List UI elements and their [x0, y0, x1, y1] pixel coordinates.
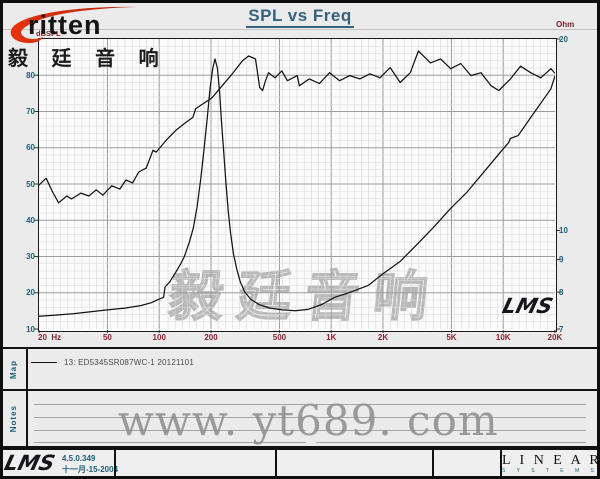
footer-linearx-cell: L I N E A RX S Y S T E M S — [500, 450, 600, 476]
x-tick-label: 20 Hz — [38, 333, 62, 342]
footer-date-cell: Nov 1, 2012 Thr 2:10 pm — [432, 450, 500, 479]
lms-logo: LMS — [2, 451, 58, 475]
notes-ruled-line — [316, 417, 586, 418]
x-tick-label: 200 — [204, 333, 218, 342]
map-panel-label: Map — [8, 359, 18, 379]
x-tick-label: 2K — [377, 333, 389, 342]
page-title: SPL vs Freq — [0, 6, 600, 28]
brand-name-chinese: 毅 廷 音 响 — [8, 48, 168, 70]
x-tick-label: 20K — [547, 333, 563, 342]
footer-project-cell: Project: File: ED5345SR087WC-1.lib — [275, 450, 432, 479]
y-left-tick-label: 40 — [26, 215, 35, 225]
version-info: 4.5.0.349 十一月-15-2004 — [62, 453, 118, 475]
status-bar: LMS 4.5.0.349 十一月-15-2004 Person: Compan… — [0, 448, 600, 479]
notes-ruled-line — [316, 442, 586, 443]
legend-item: 13: ED5345SR087WC-1 20121101 — [31, 358, 194, 367]
map-panel: Map 13: ED5345SR087WC-1 20121101 — [0, 347, 600, 391]
legend-line-swatch — [31, 362, 57, 363]
y-left-tick-label: 60 — [26, 143, 35, 153]
x-tick-label: 10K — [495, 333, 511, 342]
notes-ruled-line — [34, 442, 306, 443]
notes-ruled-line — [316, 430, 586, 431]
notes-ruled-line — [34, 417, 306, 418]
logo-swoosh-icon — [10, 6, 137, 44]
notes-panel-label: Notes — [8, 404, 18, 433]
footer-person-cell: Person: Company: — [114, 450, 275, 479]
date-text: Nov 1, 2012 — [434, 475, 500, 479]
y-left-tick-label: 50 — [26, 179, 35, 189]
chart-watermark: 毅廷音响 — [166, 266, 446, 328]
y-right-tick-label: 10 — [559, 225, 568, 235]
y-left-axis-label: dBSPL — [36, 29, 61, 38]
project-label: Project: — [277, 475, 432, 479]
x-tick-label: 1K — [326, 333, 337, 342]
lms-signature: LMS — [500, 294, 556, 318]
x-tick-label: 5K — [446, 333, 457, 342]
header-divider — [0, 29, 600, 30]
map-side-column: Map — [0, 349, 28, 389]
y-right-tick-label: 7 — [559, 324, 564, 334]
linearx-logo: L I N E A RX — [502, 453, 600, 468]
x-tick-label: 100 — [152, 333, 166, 342]
brand-name: ritten — [28, 10, 102, 40]
y-right-tick-label: 8 — [559, 287, 564, 297]
notes-ruled-line — [34, 404, 306, 405]
y-left-tick-label: 80 — [26, 70, 35, 80]
notes-side-column: Notes — [0, 391, 28, 446]
y-left-tick-label: 70 — [26, 107, 35, 116]
site-watermark: www. yt689. com — [118, 396, 499, 445]
linearx-systems-label: S Y S T E M S — [502, 468, 599, 474]
notes-panel: Notes — [0, 391, 600, 448]
y-right-tick-label: 20 — [559, 34, 568, 44]
version-date: 十一月-15-2004 — [62, 465, 119, 474]
y-left-tick-label: 20 — [26, 288, 35, 298]
y-right-tick-label: 9 — [559, 255, 564, 265]
x-tick-label: 500 — [272, 333, 287, 342]
y-right-axis-label: Ohm — [556, 20, 575, 29]
version-number: 4.5.0.349 — [62, 454, 96, 463]
brand-logo: ritten 毅 廷 音 响 — [4, 3, 159, 70]
footer-lms-cell: LMS 4.5.0.349 十一月-15-2004 — [0, 450, 118, 476]
notes-ruled-line — [34, 430, 306, 431]
x-tick-label: 50 — [102, 333, 112, 342]
legend-label: 13: ED5345SR087WC-1 20121101 — [64, 358, 194, 367]
y-left-tick-label: 30 — [26, 252, 35, 261]
notes-ruled-line — [316, 404, 586, 405]
person-label: Person: — [116, 475, 275, 479]
y-left-tick-label: 10 — [26, 324, 35, 334]
